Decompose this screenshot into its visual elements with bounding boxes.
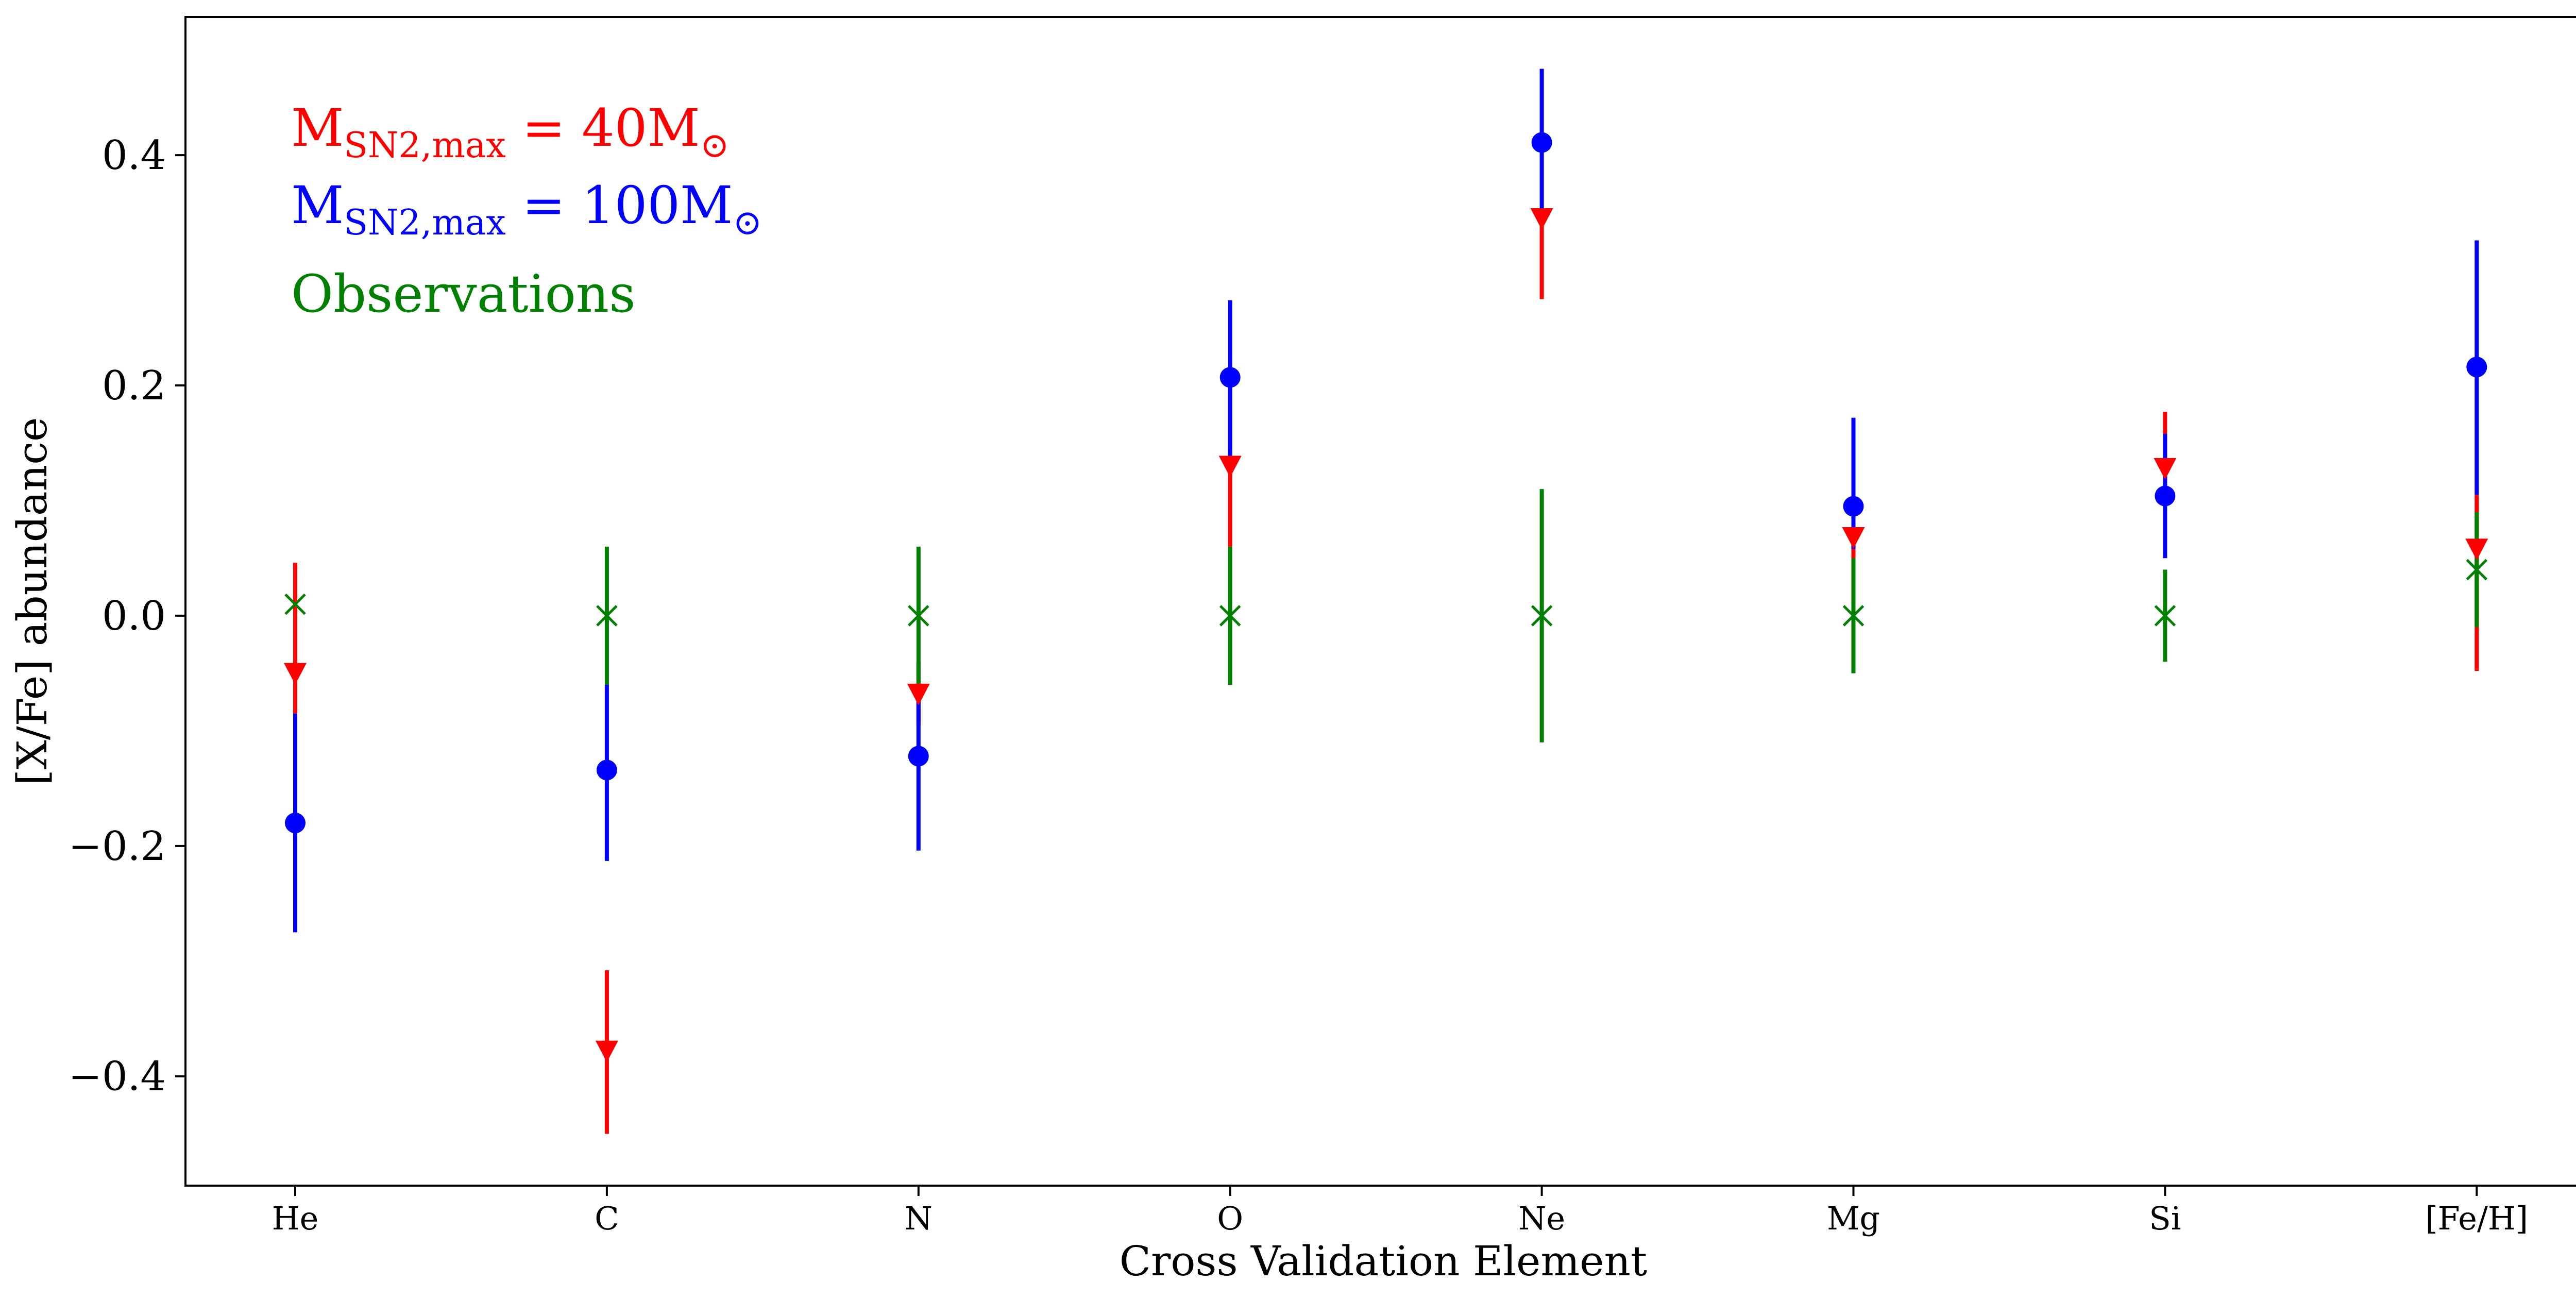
point-s2-7 <box>2466 559 2488 581</box>
x-tick-label-0: He <box>272 1200 319 1237</box>
point-s2-2 <box>908 605 929 627</box>
point-s0-6 <box>2154 458 2177 480</box>
x-tick-label-6: Si <box>2149 1200 2181 1237</box>
point-s2-6 <box>2154 605 2176 627</box>
point-s1-2 <box>908 746 929 767</box>
y-tick-label: −0.4 <box>69 1054 166 1100</box>
y-tick-label: −0.2 <box>69 823 166 870</box>
y-axis-label: [X/Fe] abundance <box>8 417 56 786</box>
point-s1-4 <box>1531 132 1552 153</box>
legend: MSN2,max = 40M⊙ MSN2,max = 100M⊙ Observati… <box>291 98 762 324</box>
x-tick-label-7: [Fe/H] <box>2425 1200 2528 1237</box>
x-tick-label-2: N <box>905 1200 933 1237</box>
y-tick-label: 0.4 <box>102 132 166 179</box>
point-s2-0 <box>284 593 306 615</box>
x-tick-label-5: Mg <box>1827 1200 1880 1237</box>
data-markers <box>284 132 2488 1062</box>
point-s0-7 <box>2465 538 2488 561</box>
legend-entry-1: MSN2,max = 100M⊙ <box>291 175 762 243</box>
point-s0-2 <box>907 683 930 705</box>
y-axis: −0.4 −0.2 0.0 0.2 0.4 <box>69 132 185 1100</box>
x-tick-label-1: C <box>595 1200 619 1237</box>
point-s0-3 <box>1218 456 1242 478</box>
point-s0-5 <box>1842 527 1865 549</box>
point-s0-0 <box>284 663 307 685</box>
legend-entry-0: MSN2,max = 40M⊙ <box>291 98 730 166</box>
plot-frame <box>184 16 2576 1187</box>
legend-entry-2: Observations <box>291 264 636 324</box>
point-s2-1 <box>596 605 618 627</box>
point-s2-3 <box>1219 605 1241 627</box>
x-tick-label-3: O <box>1217 1200 1243 1237</box>
point-s1-5 <box>1843 496 1864 517</box>
x-tick-label-4: Ne <box>1518 1200 1565 1237</box>
point-s1-7 <box>2466 357 2487 378</box>
x-axis: He C N O Ne Mg Si [Fe/H] <box>272 1186 2528 1237</box>
x-axis-label: Cross Validation Element <box>1120 1237 1647 1285</box>
point-s1-0 <box>285 813 306 834</box>
y-tick-label: 0.0 <box>102 593 166 639</box>
point-s2-4 <box>1531 605 1553 627</box>
point-s2-5 <box>1842 605 1865 627</box>
point-s1-1 <box>596 760 617 781</box>
point-s0-4 <box>1530 208 1553 230</box>
point-s1-3 <box>1219 367 1241 388</box>
y-tick-label: 0.2 <box>102 363 166 409</box>
point-s1-6 <box>2155 485 2176 507</box>
point-s0-1 <box>595 1040 618 1062</box>
